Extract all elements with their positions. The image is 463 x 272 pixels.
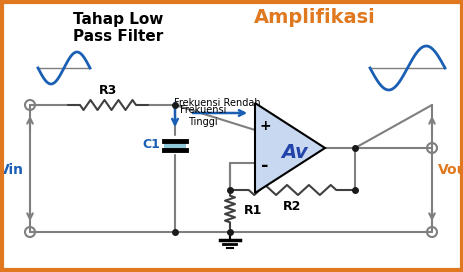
- Text: C1: C1: [142, 138, 160, 152]
- Text: +: +: [259, 119, 270, 133]
- Text: R3: R3: [99, 84, 117, 97]
- Text: Av: Av: [281, 144, 308, 162]
- Text: Vin: Vin: [0, 163, 24, 177]
- Bar: [163, 141, 186, 150]
- Text: -: -: [261, 157, 268, 175]
- Text: Tahap Low
Pass Filter: Tahap Low Pass Filter: [73, 12, 163, 44]
- Text: Vout: Vout: [437, 163, 463, 177]
- Text: Frekuensi
Tinggi: Frekuensi Tinggi: [180, 105, 226, 126]
- Polygon shape: [255, 103, 324, 193]
- Text: R1: R1: [244, 205, 262, 218]
- Text: Amplifikasi: Amplifikasi: [254, 8, 375, 27]
- Text: Frekuensi Rendah: Frekuensi Rendah: [173, 98, 260, 108]
- Text: R2: R2: [283, 200, 301, 213]
